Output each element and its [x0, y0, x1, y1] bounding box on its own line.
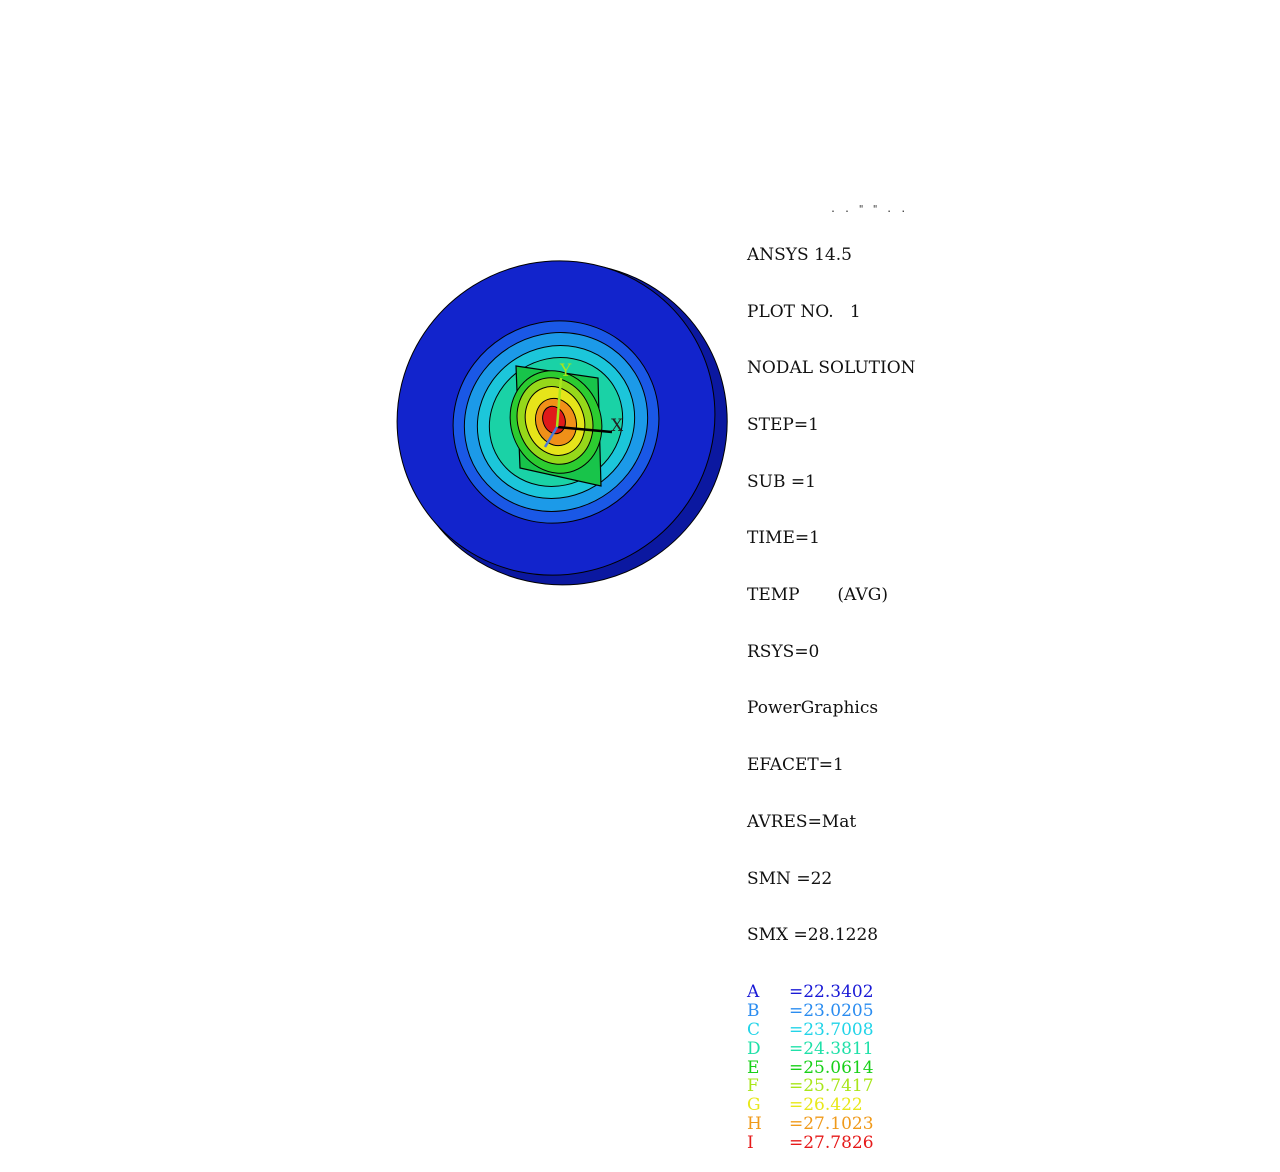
contour-value: =27.7826	[789, 1133, 874, 1154]
graphics-viewport[interactable]: X Y	[0, 0, 1280, 854]
contour-legend-row: E =25.0614	[747, 1057, 916, 1078]
contour-legend-row: G =26.422	[747, 1096, 916, 1115]
contour-value: =25.7417	[789, 1076, 874, 1097]
contour-value: =22.3402	[789, 981, 874, 1002]
disc-model	[396, 260, 728, 586]
y-axis-label: Y	[559, 361, 572, 381]
contour-value: =27.1023	[789, 1114, 874, 1135]
contour-legend-row: B =23.0205	[747, 1000, 916, 1021]
info-step: STEP=1	[747, 414, 819, 435]
info-plot-no: PLOT NO. 1	[747, 301, 861, 322]
contour-value: =26.422	[789, 1095, 863, 1116]
axis-triad: X Y	[543, 361, 624, 448]
plot-legend: ANSYS 14.5 PLOT NO. 1 NODAL SOLUTION STE…	[747, 208, 916, 1172]
contour-value: =23.7008	[789, 1019, 874, 1040]
info-powergraphics: PowerGraphics	[747, 698, 879, 719]
y-axis-line	[555, 377, 563, 428]
info-avres: AVRES=Mat	[747, 811, 857, 832]
info-solution: NODAL SOLUTION	[747, 358, 916, 379]
contour-value: =25.0614	[789, 1057, 874, 1078]
info-smx: SMX =28.1228	[747, 925, 879, 946]
info-rsys: RSYS=0	[747, 641, 820, 662]
info-smn: SMN =22	[747, 868, 833, 889]
z-axis-line	[543, 426, 559, 448]
contour-letter: H	[747, 1114, 762, 1135]
contour-letter: E	[747, 1057, 760, 1078]
info-efacet: EFACET=1	[747, 755, 844, 776]
contour-legend-row: I =27.7826	[747, 1134, 916, 1153]
x-axis-line	[556, 425, 613, 434]
header-marks: . . " " . .	[830, 204, 908, 215]
contour-letter: B	[747, 1000, 760, 1021]
contour-value: =24.3811	[789, 1038, 874, 1059]
contour-legend-row: H =27.1023	[747, 1115, 916, 1134]
info-version: ANSYS 14.5	[747, 244, 852, 265]
info-sub: SUB =1	[747, 471, 816, 492]
contour-letter: A	[747, 981, 760, 1002]
contour-value: =23.0205	[789, 1000, 874, 1021]
info-temp: TEMP (AVG)	[747, 585, 888, 606]
contour-letter: C	[747, 1019, 761, 1040]
contour-letter: I	[747, 1133, 754, 1154]
contour-legend-row: D =24.3811	[747, 1038, 916, 1059]
x-axis-label: X	[611, 416, 624, 436]
contour-letter: D	[747, 1038, 761, 1059]
contour-letter: G	[747, 1095, 761, 1116]
contour-legend-row: C =23.7008	[747, 1019, 916, 1040]
contour-letter: F	[747, 1076, 759, 1097]
contour-legend: A =22.3402 B =23.0205 C =23.7008 D =24.3811 E =25…	[747, 983, 916, 1153]
contour-legend-row: A =22.3402	[747, 983, 916, 1002]
info-time: TIME=1	[747, 528, 820, 549]
contour-legend-row: F =25.7417	[747, 1077, 916, 1096]
